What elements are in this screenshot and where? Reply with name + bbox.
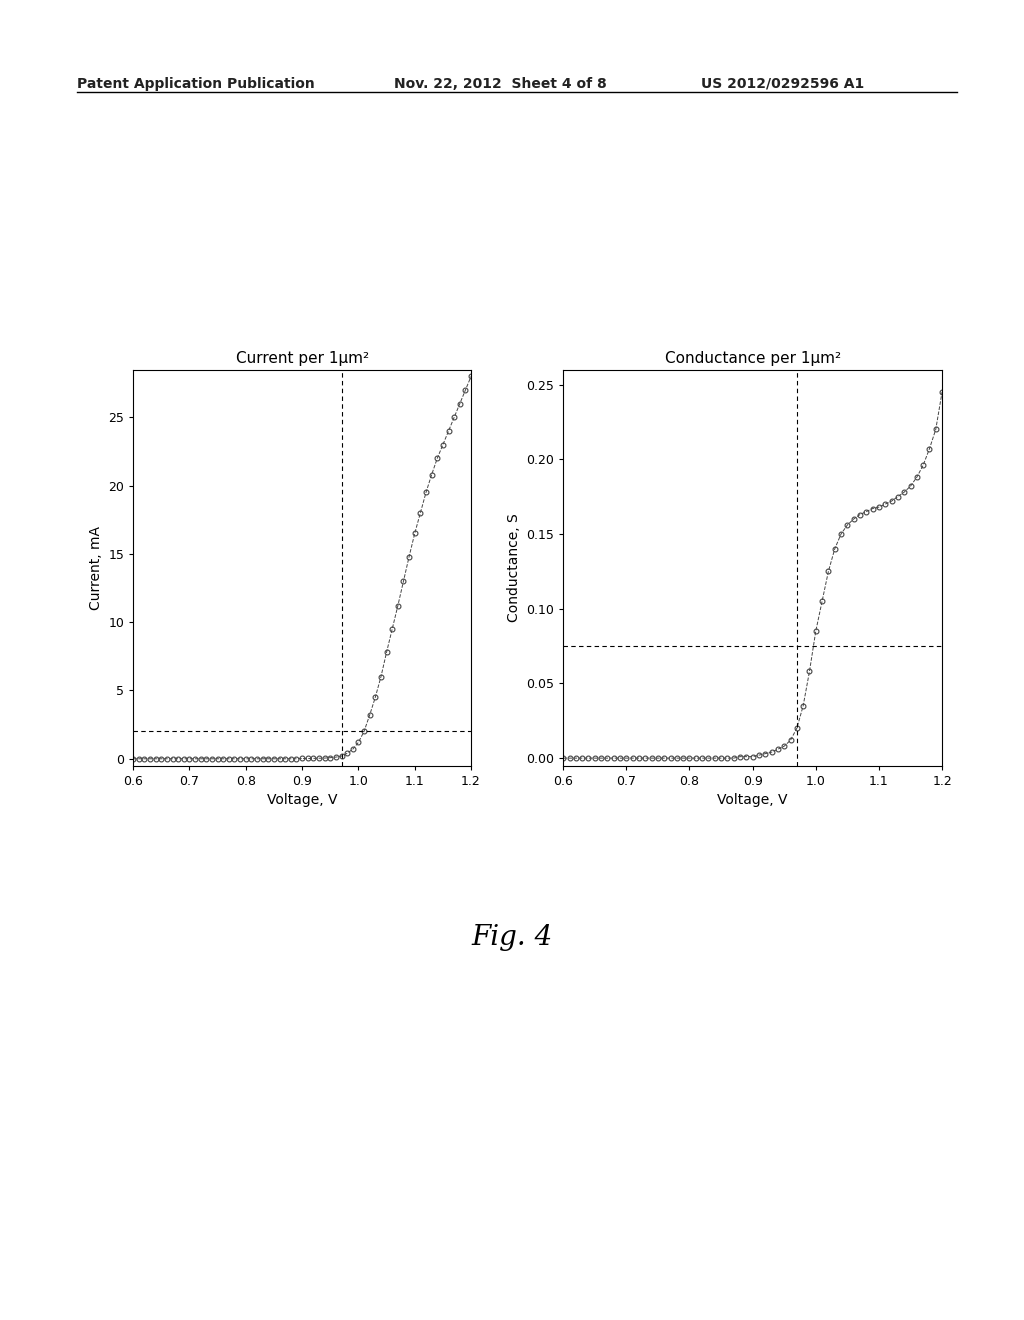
X-axis label: Voltage, V: Voltage, V	[267, 793, 337, 808]
Title: Current per 1μm²: Current per 1μm²	[236, 351, 369, 366]
Text: Nov. 22, 2012  Sheet 4 of 8: Nov. 22, 2012 Sheet 4 of 8	[394, 77, 607, 91]
Text: US 2012/0292596 A1: US 2012/0292596 A1	[701, 77, 864, 91]
Text: Patent Application Publication: Patent Application Publication	[77, 77, 314, 91]
Text: Fig. 4: Fig. 4	[471, 924, 553, 950]
Title: Conductance per 1μm²: Conductance per 1μm²	[665, 351, 841, 366]
X-axis label: Voltage, V: Voltage, V	[718, 793, 787, 808]
Y-axis label: Current, mA: Current, mA	[89, 525, 102, 610]
Y-axis label: Conductance, S: Conductance, S	[507, 513, 520, 622]
